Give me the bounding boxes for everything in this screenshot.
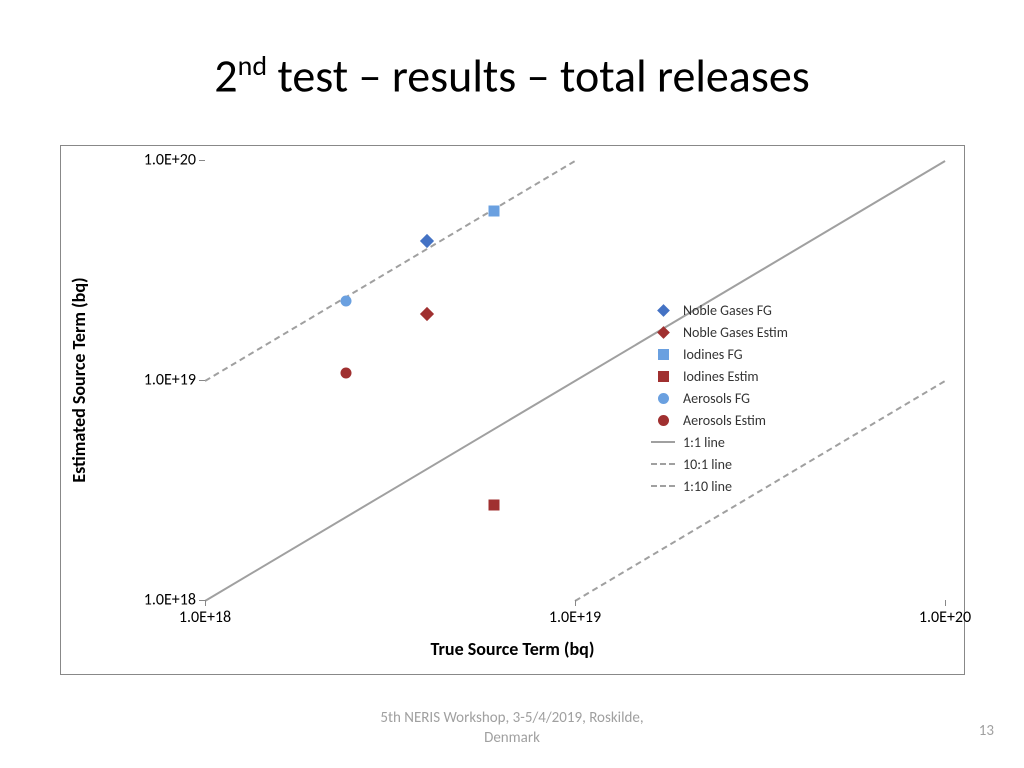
legend-line-icon bbox=[651, 463, 675, 465]
x-tick-mark bbox=[575, 600, 576, 606]
y-tick-mark bbox=[199, 160, 205, 161]
footer-line2: Denmark bbox=[0, 729, 1024, 749]
legend-marker-icon bbox=[651, 415, 675, 426]
y-tick-label: 1.0E+20 bbox=[76, 151, 196, 170]
title-super: nd bbox=[238, 48, 267, 83]
reference-line bbox=[204, 160, 575, 382]
data-point bbox=[488, 500, 499, 511]
slide-title: 2nd test – results – total releases bbox=[0, 48, 1024, 104]
legend-label: 10:1 line bbox=[683, 456, 732, 473]
x-tick-mark bbox=[945, 600, 946, 606]
legend-entry: Noble Gases Estim bbox=[651, 321, 788, 343]
footer: 5th NERIS Workshop, 3-5/4/2019, Roskilde… bbox=[0, 709, 1024, 748]
x-tick-mark bbox=[205, 600, 206, 606]
chart-frame: Estimated Source Term (bq) True Source T… bbox=[60, 145, 965, 675]
legend-label: 1:10 line bbox=[683, 478, 732, 495]
legend-entry: 1:1 line bbox=[651, 431, 788, 453]
x-tick-label: 1.0E+19 bbox=[549, 608, 601, 627]
legend-label: Iodines FG bbox=[683, 346, 743, 363]
legend-marker-icon bbox=[651, 306, 675, 315]
legend-marker-icon bbox=[651, 371, 675, 382]
legend-line-icon bbox=[651, 441, 675, 443]
legend-marker-icon bbox=[651, 393, 675, 404]
title-rest: test – results – total releases bbox=[267, 48, 810, 104]
legend-entry: Iodines FG bbox=[651, 343, 788, 365]
footer-line1: 5th NERIS Workshop, 3-5/4/2019, Roskilde… bbox=[0, 709, 1024, 729]
plot-area bbox=[205, 160, 945, 600]
legend-entry: Aerosols Estim bbox=[651, 409, 788, 431]
legend-line-icon bbox=[651, 485, 675, 487]
legend-entry: 10:1 line bbox=[651, 453, 788, 475]
data-point bbox=[420, 307, 434, 321]
legend-label: 1:1 line bbox=[683, 434, 725, 451]
legend-entry: Aerosols FG bbox=[651, 387, 788, 409]
data-point bbox=[488, 205, 499, 216]
legend-label: Iodines Estim bbox=[683, 368, 759, 385]
page-number: 13 bbox=[979, 722, 994, 740]
slide: 2nd test – results – total releases Esti… bbox=[0, 0, 1024, 768]
legend-marker-icon bbox=[651, 349, 675, 360]
legend-entry: Noble Gases FG bbox=[651, 299, 788, 321]
reference-line bbox=[204, 160, 945, 602]
title-prefix: 2 bbox=[214, 48, 237, 104]
legend-label: Noble Gases Estim bbox=[683, 324, 788, 341]
data-point bbox=[340, 368, 351, 379]
x-tick-label: 1.0E+20 bbox=[919, 608, 971, 627]
data-point bbox=[340, 295, 351, 306]
legend: Noble Gases FG Noble Gases Estim Iodines F… bbox=[651, 299, 788, 497]
legend-entry: Iodines Estim bbox=[651, 365, 788, 387]
x-tick-label: 1.0E+18 bbox=[179, 608, 231, 627]
legend-entry: 1:10 line bbox=[651, 475, 788, 497]
legend-label: Noble Gases FG bbox=[683, 302, 772, 319]
legend-marker-icon bbox=[651, 328, 675, 337]
legend-label: Aerosols Estim bbox=[683, 412, 766, 429]
y-tick-label: 1.0E+18 bbox=[76, 591, 196, 610]
x-axis-label: True Source Term (bq) bbox=[61, 638, 964, 660]
legend-label: Aerosols FG bbox=[683, 390, 750, 407]
y-tick-label: 1.0E+19 bbox=[76, 371, 196, 390]
y-tick-mark bbox=[199, 380, 205, 381]
